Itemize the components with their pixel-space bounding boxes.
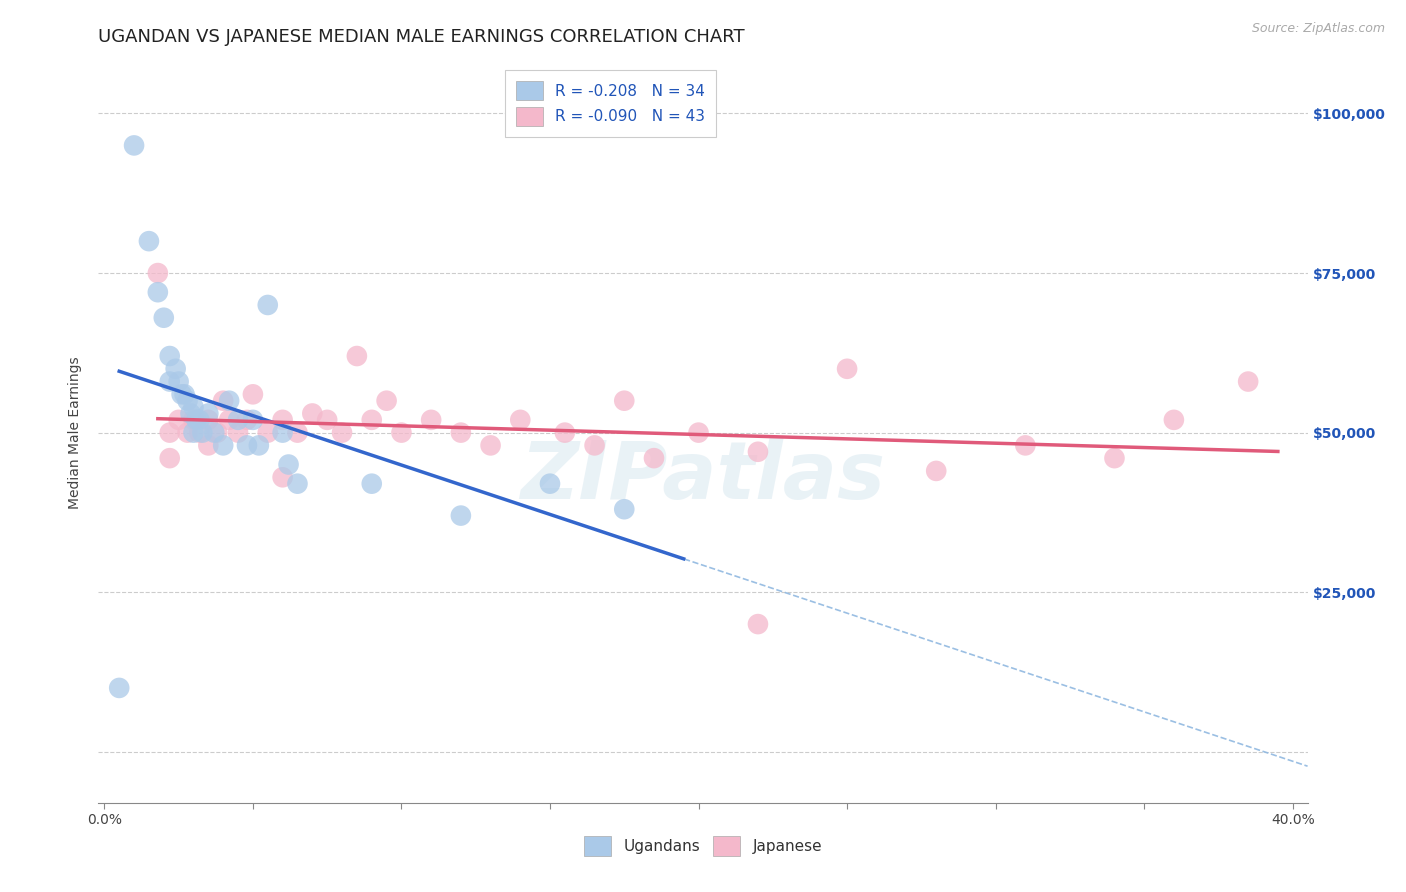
Point <box>146 266 169 280</box>
Point <box>170 387 193 401</box>
Text: ZIPatlas: ZIPatlas <box>520 438 886 516</box>
Point <box>159 425 181 440</box>
Point <box>256 425 278 440</box>
Point <box>183 413 205 427</box>
Point <box>122 138 145 153</box>
Point <box>835 361 858 376</box>
Point <box>212 393 235 408</box>
Point <box>583 438 606 452</box>
Point <box>207 425 229 440</box>
Point <box>236 413 259 427</box>
Text: UGANDAN VS JAPANESE MEDIAN MALE EARNINGS CORRELATION CHART: UGANDAN VS JAPANESE MEDIAN MALE EARNINGS… <box>98 28 745 45</box>
Point <box>247 438 270 452</box>
Point <box>242 387 264 401</box>
Point <box>226 425 249 440</box>
Point <box>450 508 472 523</box>
Point <box>197 407 219 421</box>
Legend: Ugandans, Japanese: Ugandans, Japanese <box>578 830 828 862</box>
Point <box>747 617 769 632</box>
Point <box>146 285 169 300</box>
Point <box>186 413 208 427</box>
Point <box>138 234 160 248</box>
Point <box>108 681 131 695</box>
Point <box>1104 451 1126 466</box>
Point <box>226 413 249 427</box>
Point <box>159 451 181 466</box>
Point <box>242 413 264 427</box>
Point <box>450 425 472 440</box>
Point <box>159 375 181 389</box>
Point <box>301 407 323 421</box>
Point <box>613 393 636 408</box>
Point <box>167 413 190 427</box>
Point <box>176 425 198 440</box>
Point <box>188 425 211 440</box>
Point <box>212 438 235 452</box>
Point <box>167 375 190 389</box>
Point <box>360 476 382 491</box>
Point <box>236 438 259 452</box>
Point <box>197 438 219 452</box>
Point <box>643 451 665 466</box>
Point <box>538 476 561 491</box>
Point <box>271 413 294 427</box>
Point <box>360 413 382 427</box>
Point <box>271 425 294 440</box>
Point <box>176 393 198 408</box>
Point <box>420 413 443 427</box>
Point <box>188 413 211 427</box>
Point <box>316 413 339 427</box>
Point <box>256 298 278 312</box>
Point <box>479 438 502 452</box>
Point <box>218 413 240 427</box>
Point <box>183 425 205 440</box>
Point <box>287 476 309 491</box>
Point <box>218 393 240 408</box>
Point <box>287 425 309 440</box>
Point <box>180 407 202 421</box>
Point <box>554 425 576 440</box>
Point <box>375 393 398 408</box>
Point <box>159 349 181 363</box>
Point <box>173 387 195 401</box>
Point <box>202 425 225 440</box>
Point <box>330 425 353 440</box>
Point <box>1237 375 1260 389</box>
Point <box>391 425 413 440</box>
Point <box>152 310 174 325</box>
Point <box>271 470 294 484</box>
Point <box>1014 438 1036 452</box>
Point <box>509 413 531 427</box>
Point <box>183 400 205 414</box>
Point <box>346 349 368 363</box>
Y-axis label: Median Male Earnings: Median Male Earnings <box>69 356 83 509</box>
Point <box>165 361 187 376</box>
Point <box>197 413 219 427</box>
Point <box>277 458 299 472</box>
Point <box>925 464 948 478</box>
Point <box>747 444 769 458</box>
Point <box>1163 413 1185 427</box>
Point <box>688 425 710 440</box>
Point <box>613 502 636 516</box>
Point <box>191 425 214 440</box>
Text: Source: ZipAtlas.com: Source: ZipAtlas.com <box>1251 22 1385 36</box>
